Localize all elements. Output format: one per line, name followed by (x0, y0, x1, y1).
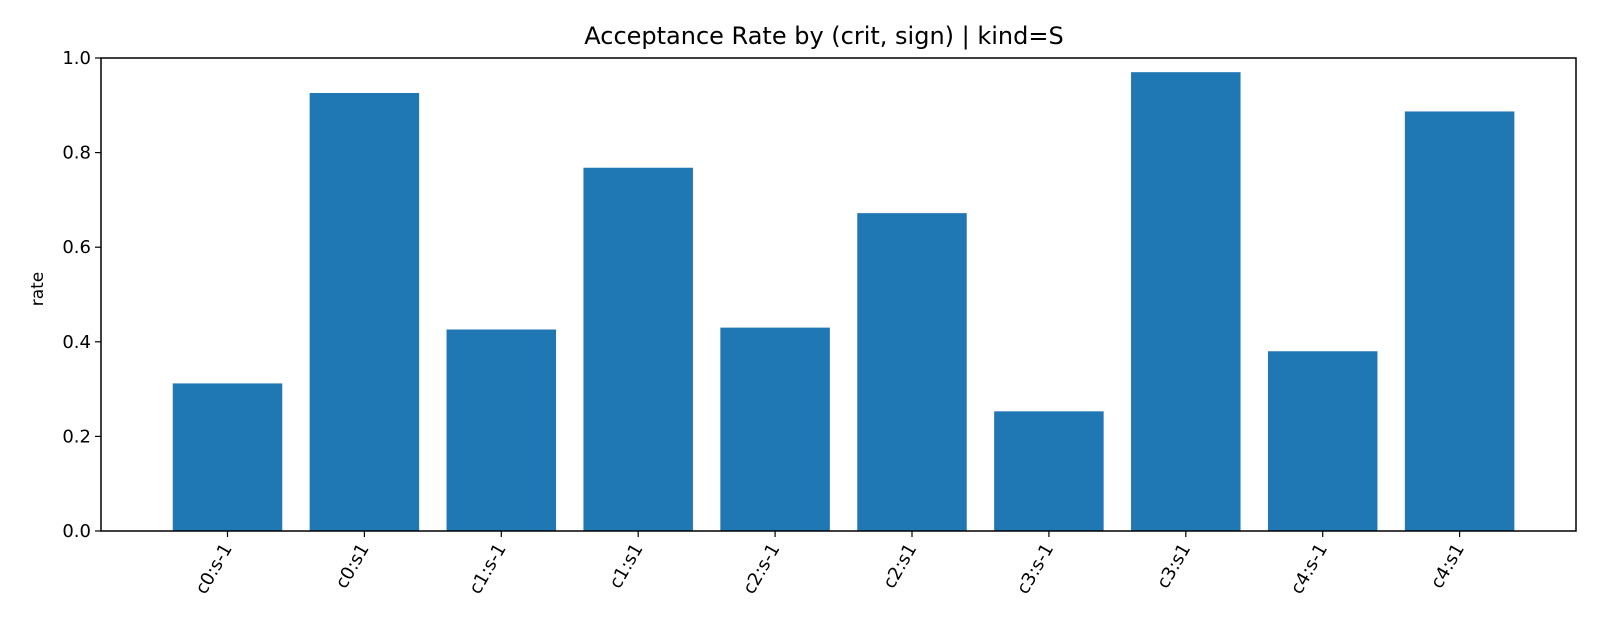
bar-c2:s-1 (720, 327, 830, 531)
bar-c2:s1 (857, 213, 967, 532)
bar-c0:s1 (309, 93, 420, 531)
x-tick-label: c1:s1 (605, 540, 647, 592)
y-tick-label: 0.4 (62, 332, 91, 353)
x-tick-label: c3:s1 (1153, 540, 1195, 592)
plot-frame (100, 57, 1577, 532)
x-tick-label: c4:s1 (1427, 540, 1469, 592)
y-tick-label: 0.0 (62, 521, 91, 542)
y-axis-label: rate (28, 272, 48, 307)
x-tick-label: c0:s-1 (191, 540, 237, 598)
x-tick-label: c2:s-1 (739, 540, 785, 598)
y-tick-label: 0.6 (62, 237, 91, 258)
chart-title: Acceptance Rate by (crit, sign) | kind=S (584, 22, 1063, 50)
bar-c0:s-1 (172, 383, 283, 531)
y-axis: 0.0 0.2 0.4 0.6 0.8 1.0 (62, 48, 101, 542)
x-tick-label: c3:s-1 (1013, 540, 1059, 598)
x-tick-label: c4:s-1 (1286, 540, 1332, 598)
bar-c3:s1 (1131, 72, 1241, 531)
x-tick-label: c2:s1 (879, 540, 921, 592)
x-tick-label: c0:s1 (331, 540, 373, 592)
bar-c1:s1 (583, 167, 693, 531)
x-axis: c0:s-1 c0:s1 c1:s-1 c1:s1 c2:s-1 c2:s1 c3:s-1 c… (191, 531, 1469, 598)
x-tick-label: c1:s-1 (465, 540, 511, 598)
bar-c4:s-1 (1267, 351, 1378, 531)
y-tick-label: 1.0 (62, 48, 91, 69)
bars-layer (172, 72, 1515, 532)
bar-c3:s-1 (994, 411, 1104, 531)
y-tick-label: 0.2 (62, 426, 91, 447)
bar-c4:s1 (1404, 111, 1515, 531)
bar-c1:s-1 (446, 329, 557, 531)
y-tick-label: 0.8 (62, 143, 91, 164)
